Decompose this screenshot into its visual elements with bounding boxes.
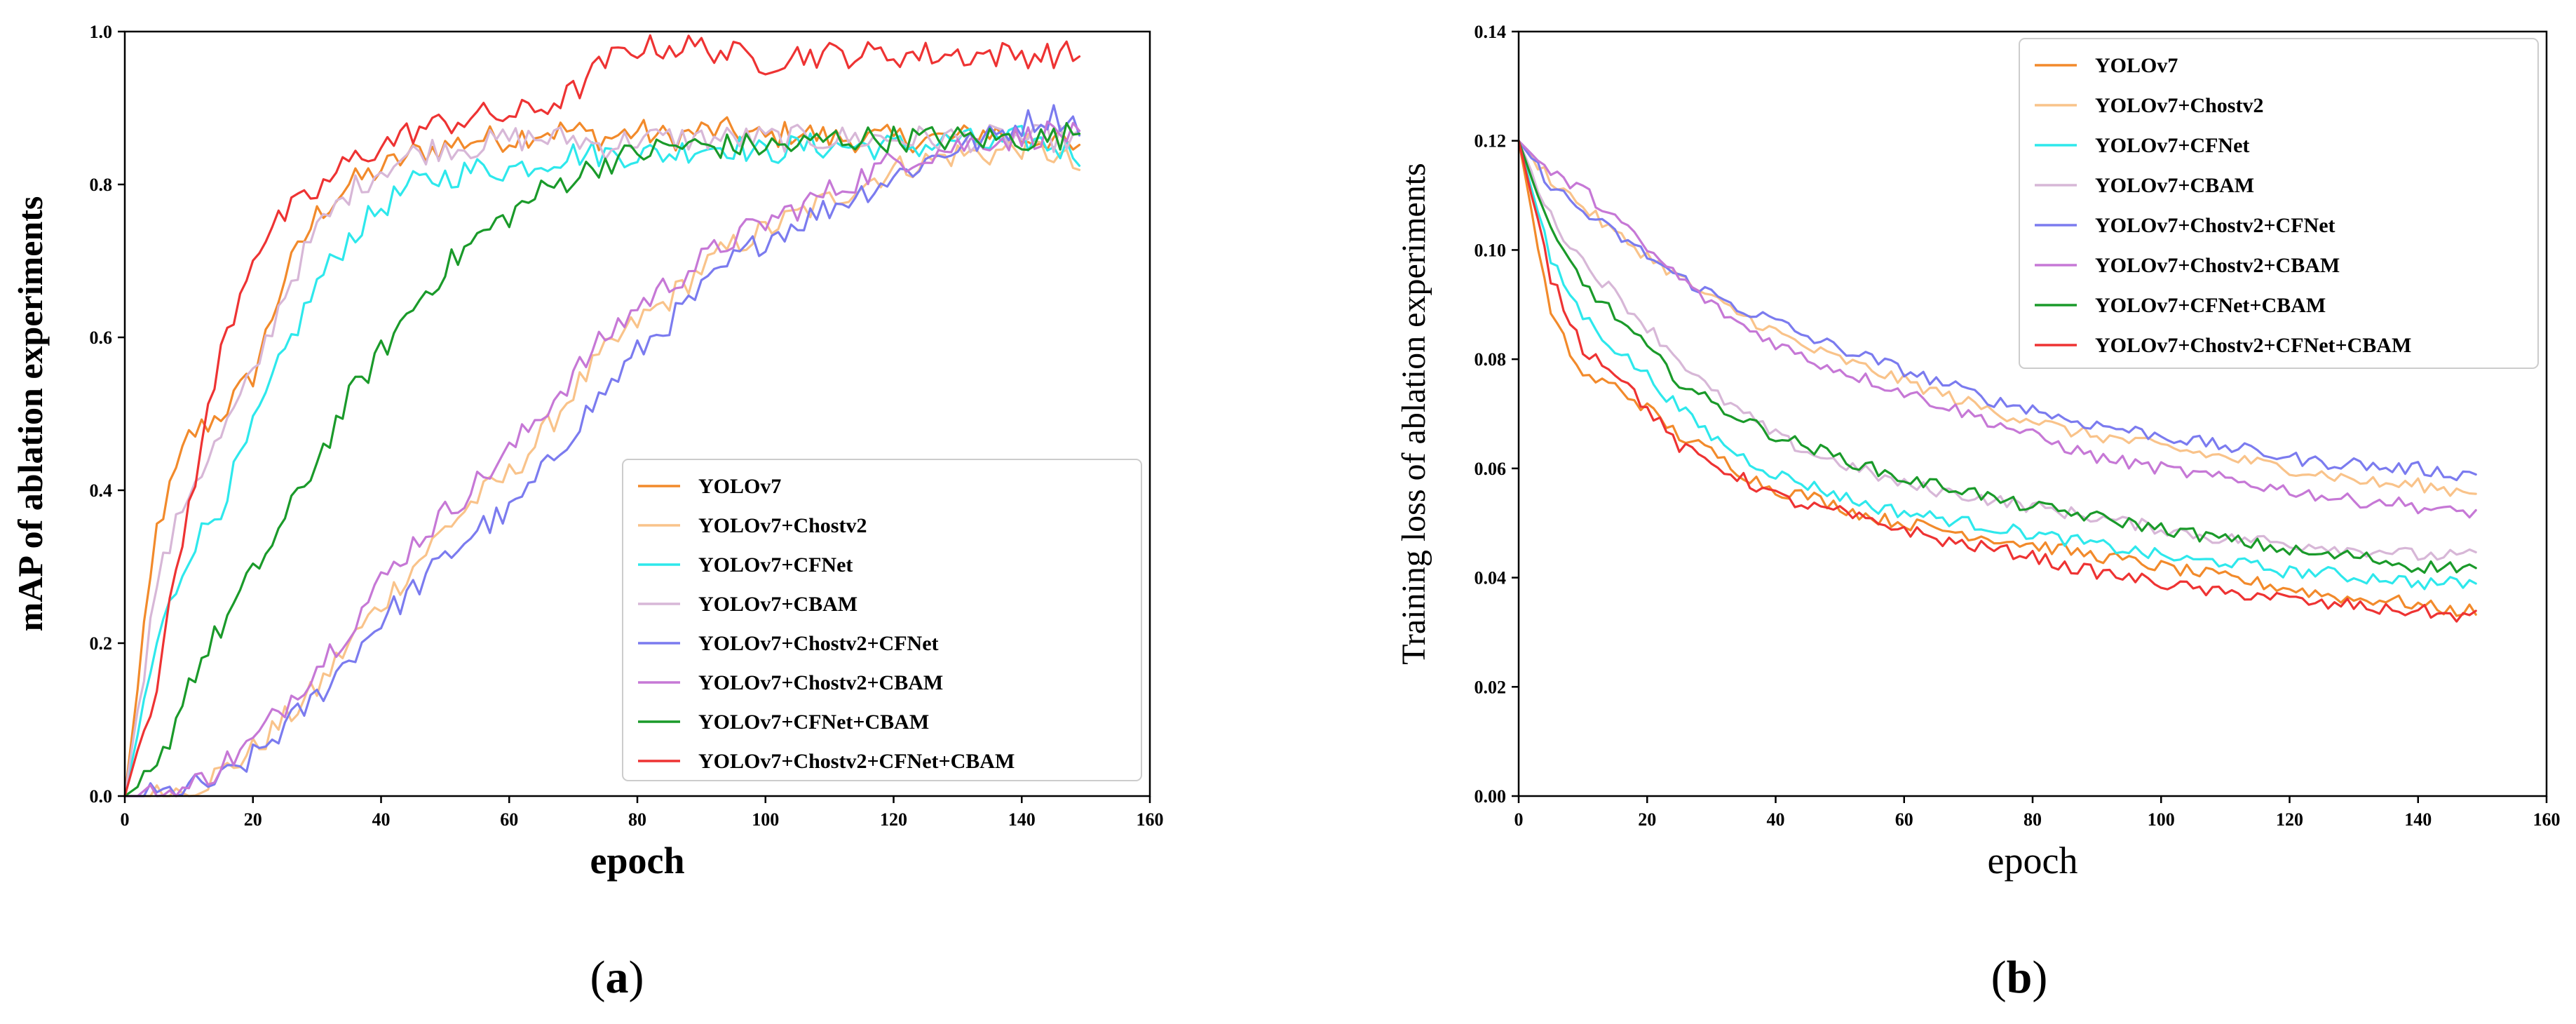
- x-tick-label-b-5: 100: [2148, 809, 2175, 830]
- legend-label-b-1: YOLOv7+Chostv2: [2095, 94, 2263, 117]
- series-line-a-4: [123, 104, 1081, 797]
- x-axis-label-a: epoch: [590, 840, 685, 882]
- legend-label-b-5: YOLOv7+Chostv2+CBAM: [2095, 254, 2340, 277]
- y-tick-label-a-0: 0.0: [90, 786, 113, 807]
- legend-box-b: [2019, 38, 2539, 369]
- legend-label-a-1: YOLOv7+Chostv2: [698, 514, 867, 537]
- y-tick-label-b-1: 0.02: [1475, 677, 1507, 697]
- y-tick-label-a-1: 0.2: [90, 633, 113, 654]
- x-tick-label-a-5: 100: [752, 809, 779, 830]
- legend-label-b-2: YOLOv7+CFNet: [2095, 134, 2249, 157]
- legend-label-a-4: YOLOv7+Chostv2+CFNet: [698, 632, 939, 655]
- x-tick-label-a-0: 0: [121, 809, 130, 830]
- x-tick-label-a-6: 120: [880, 809, 907, 830]
- y-axis-label-b: Training loss of ablation experiments: [1395, 163, 1432, 664]
- series-line-b-5: [1517, 140, 2477, 519]
- series-line-a-2: [123, 124, 1081, 797]
- series-line-a-3: [123, 123, 1081, 797]
- series-line-a-0: [123, 116, 1081, 797]
- x-tick-label-a-4: 80: [628, 809, 646, 830]
- legend-label-b-4: YOLOv7+Chostv2+CFNet: [2095, 214, 2336, 237]
- x-axis-label-b: epoch: [1988, 840, 2078, 882]
- series-line-b-0: [1517, 140, 2477, 617]
- x-tick-label-a-7: 140: [1008, 809, 1036, 830]
- x-tick-label-a-8: 160: [1137, 809, 1164, 830]
- legend-label-a-0: YOLOv7: [698, 475, 781, 498]
- legend-label-a-5: YOLOv7+Chostv2+CBAM: [698, 671, 943, 694]
- x-tick-label-a-1: 20: [244, 809, 262, 830]
- panel-label-letter: a: [606, 952, 629, 1003]
- legend-b: YOLOv7 YOLOv7+Chostv2 YOLOv7+CFNet YOLOv7+C…: [2019, 38, 2539, 369]
- x-tick-label-b-4: 80: [2023, 809, 2042, 830]
- legend-label-a-6: YOLOv7+CFNet+CBAM: [698, 710, 929, 734]
- y-tick-label-a-4: 0.8: [90, 175, 113, 195]
- panel-label-a: (a): [590, 952, 644, 1003]
- legend-label-b-7: YOLOv7+Chostv2+CFNet+CBAM: [2095, 334, 2411, 357]
- x-tick-label-b-8: 160: [2533, 809, 2561, 830]
- y-tick-label-a-2: 0.4: [90, 480, 113, 501]
- panel-label-letter: b: [2007, 952, 2033, 1003]
- x-tick-label-a-3: 60: [500, 809, 518, 830]
- x-tick-label-b-3: 60: [1895, 809, 1913, 830]
- series-line-a-7: [123, 34, 1081, 797]
- x-tick-label-b-7: 140: [2404, 809, 2432, 830]
- panel-label-open-paren: (: [1991, 952, 2007, 1003]
- legend-label-a-2: YOLOv7+CFNet: [698, 553, 853, 577]
- series-line-b-4: [1517, 140, 2477, 482]
- y-tick-label-b-2: 0.04: [1475, 568, 1507, 588]
- legend-label-a-7: YOLOv7+Chostv2+CFNet+CBAM: [698, 750, 1015, 773]
- panel-label-b: (b): [1991, 952, 2048, 1003]
- chart-panel-b: 0 20 40 60 80 100 120 140 160 0.00 0.02 0.04 0.06 0.0…: [1395, 22, 2561, 1003]
- series-line-b-6: [1517, 140, 2477, 574]
- chart-panel-a: 0 20 40 60 80 100 120 140 160 0.0 0.2 0.4 0.6 0.8 1.0 e…: [11, 22, 1164, 1003]
- legend-label-b-0: YOLOv7: [2095, 54, 2178, 77]
- panel-label-open-paren: (: [590, 952, 606, 1003]
- legend-label-b-6: YOLOv7+CFNet+CBAM: [2095, 294, 2326, 317]
- y-tick-label-b-5: 0.10: [1475, 240, 1507, 260]
- legend-a: YOLOv7 YOLOv7+Chostv2 YOLOv7+CFNet YOLOv7+C…: [622, 459, 1142, 781]
- y-tick-label-a-5: 1.0: [90, 22, 113, 42]
- y-tick-label-b-0: 0.00: [1475, 786, 1507, 807]
- series-line-a-5: [123, 120, 1081, 797]
- y-tick-label-b-4: 0.08: [1475, 349, 1507, 370]
- x-tick-label-b-2: 40: [1767, 809, 1785, 830]
- panel-label-close-paren: ): [629, 952, 644, 1003]
- series-line-a-6: [123, 121, 1081, 797]
- legend-box-a: [622, 459, 1142, 781]
- y-tick-label-b-7: 0.14: [1475, 22, 1507, 42]
- x-tick-label-b-6: 120: [2276, 809, 2303, 830]
- x-tick-label-a-2: 40: [372, 809, 391, 830]
- x-tick-label-b-0: 0: [1514, 809, 1524, 830]
- legend-label-b-3: YOLOv7+CBAM: [2095, 174, 2254, 197]
- y-tick-label-a-3: 0.6: [90, 328, 113, 348]
- series-line-b-2: [1517, 140, 2477, 591]
- legend-label-a-3: YOLOv7+CBAM: [698, 593, 857, 616]
- y-tick-label-b-3: 0.06: [1475, 459, 1507, 479]
- y-axis-label-a: mAP of ablation experiments: [11, 196, 50, 632]
- panel-label-close-paren: ): [2032, 952, 2047, 1003]
- x-tick-label-b-1: 20: [1638, 809, 1656, 830]
- series-line-b-7: [1517, 140, 2477, 623]
- y-tick-label-b-6: 0.12: [1475, 131, 1507, 151]
